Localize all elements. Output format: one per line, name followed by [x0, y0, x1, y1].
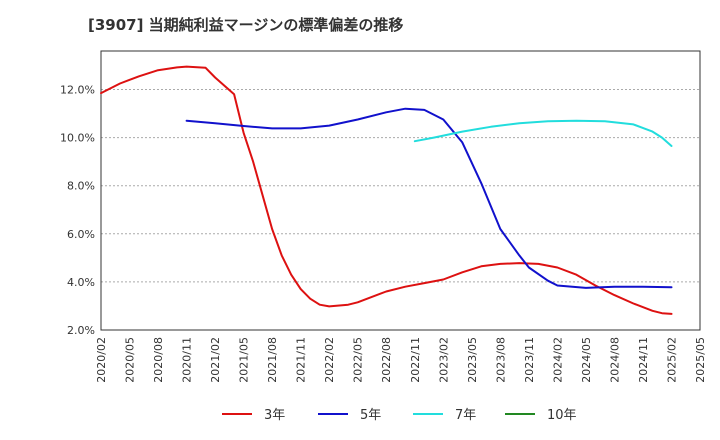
plot-border — [100, 50, 701, 331]
chart-title: [3907] 当期純利益マージンの標準偏差の推移 — [88, 16, 403, 34]
legend-label: 7年 — [455, 408, 476, 423]
x-tick-label: 2023/11 — [523, 337, 536, 383]
legend-label: 10年 — [547, 408, 577, 423]
y-tick-label: 12.0% — [60, 83, 95, 96]
y-axis: 2.0% 4.0% 6.0% 8.0% 10.0% 12.0% — [60, 83, 95, 337]
y-tick-label: 10.0% — [60, 132, 95, 145]
x-tick-label: 2025/05 — [694, 337, 707, 383]
y-tick-label: 6.0% — [67, 228, 95, 241]
series-lines — [100, 65, 673, 315]
x-tick-label: 2023/02 — [437, 337, 450, 383]
legend-label: 5年 — [360, 408, 381, 423]
series-line-5年 — [185, 107, 673, 289]
x-tick-label: 2020/05 — [124, 337, 137, 383]
x-tick-label: 2024/08 — [608, 337, 621, 383]
legend: 3年 5年 7年 10年 — [222, 408, 577, 423]
y-tick-label: 4.0% — [67, 276, 95, 289]
x-tick-label: 2022/08 — [380, 337, 393, 383]
x-tick-label: 2023/08 — [494, 337, 507, 383]
x-tick-label: 2020/08 — [152, 337, 165, 383]
series-line-3年 — [100, 65, 673, 315]
x-tick-label: 2020/02 — [95, 337, 108, 383]
x-tick-label: 2024/05 — [580, 337, 593, 383]
x-tick-label: 2021/11 — [295, 337, 308, 383]
x-tick-label: 2020/11 — [181, 337, 194, 383]
x-tick-label: 2022/02 — [323, 337, 336, 383]
series-line-7年 — [413, 119, 673, 147]
y-tick-label: 8.0% — [67, 180, 95, 193]
x-tick-label: 2022/05 — [352, 337, 365, 383]
x-tick-label: 2025/02 — [665, 337, 678, 383]
x-tick-label: 2021/08 — [266, 337, 279, 383]
y-tick-label: 2.0% — [67, 324, 95, 337]
x-tick-label: 2024/11 — [637, 337, 650, 383]
x-tick-label: 2021/02 — [209, 337, 222, 383]
x-tick-label: 2023/05 — [466, 337, 479, 383]
x-tick-label: 2022/11 — [409, 337, 422, 383]
plot-frame — [100, 50, 701, 331]
x-tick-label: 2024/02 — [551, 337, 564, 383]
x-tick-label: 2021/05 — [238, 337, 251, 383]
x-axis: 2020/02 2020/05 2020/08 2020/11 2021/02 2021/… — [95, 337, 707, 383]
legend-label: 3年 — [264, 408, 285, 423]
